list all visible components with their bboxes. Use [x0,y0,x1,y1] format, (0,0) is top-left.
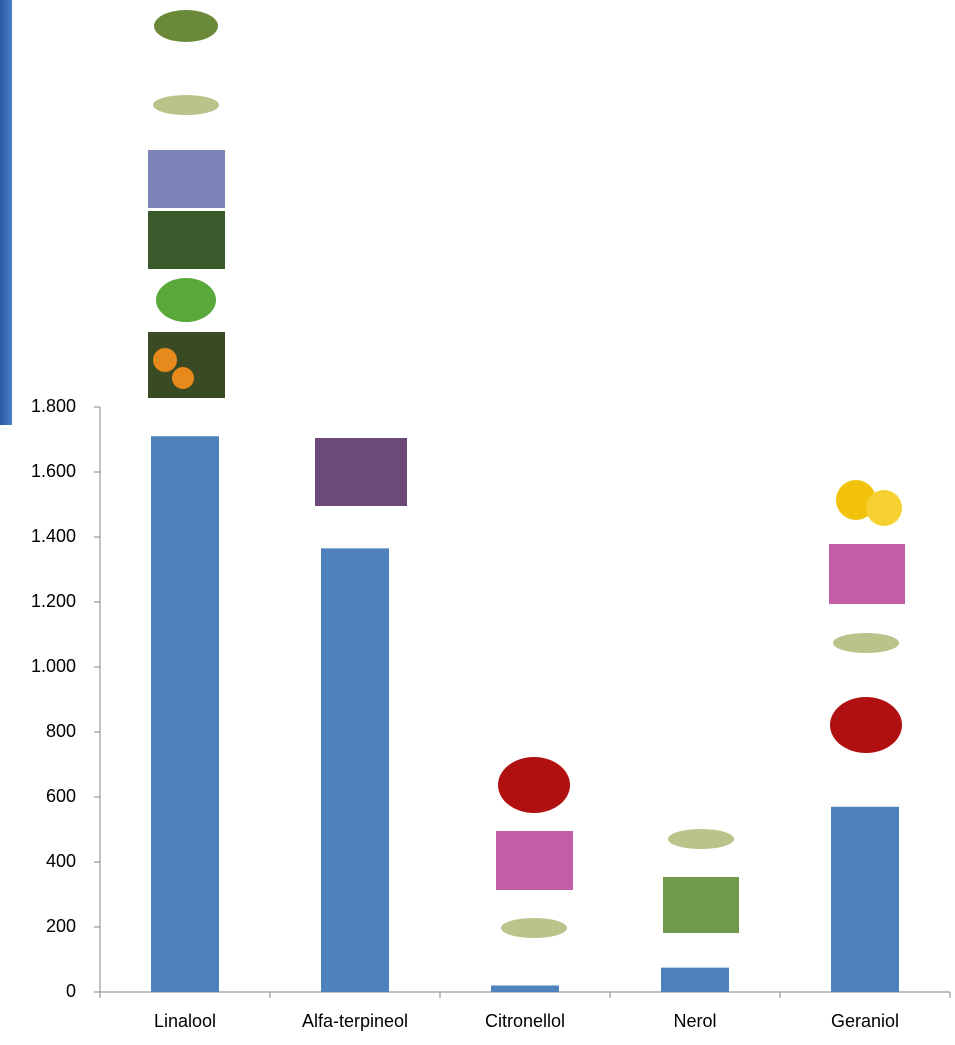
x-tick-label: Linalool [154,1011,216,1031]
picture-lemongrass [833,633,899,653]
y-tick-label: 600 [46,786,76,806]
picture-lavender [148,150,225,208]
y-tick-label: 1.600 [31,461,76,481]
y-tick-label: 1.000 [31,656,76,676]
y-tick-label: 1.800 [31,396,76,416]
x-tick-label: Citronellol [485,1011,565,1031]
bar [661,967,729,992]
picture-lilac [315,438,407,506]
y-tick-label: 800 [46,721,76,741]
y-tick-label: 1.400 [31,526,76,546]
picture-detail [172,367,194,389]
picture-lemon [836,480,876,520]
picture-basil [156,278,216,322]
plant-pictures [148,10,905,938]
picture-flowers [496,831,573,890]
picture-rose [498,757,570,813]
x-tick-label: Geraniol [831,1011,899,1031]
side-decoration [0,0,12,425]
bar [491,985,559,992]
y-tick-label: 0 [66,981,76,1001]
bar [321,548,389,992]
picture-detail [866,490,902,526]
picture-hops [663,877,739,933]
picture-leaves [148,211,225,269]
y-tick-label: 200 [46,916,76,936]
picture-lemongrass [153,95,219,115]
picture-herb [154,10,218,42]
picture-flowers [829,544,905,604]
bar [831,806,899,992]
y-tick-label: 1.200 [31,591,76,611]
bar [151,436,219,992]
picture-lemongrass [668,829,734,849]
x-tick-label: Nerol [673,1011,716,1031]
picture-lemongrass [501,918,567,938]
picture-rose [830,697,902,753]
picture-detail [153,348,177,372]
x-tick-label: Alfa-terpineol [302,1011,408,1031]
y-tick-label: 400 [46,851,76,871]
